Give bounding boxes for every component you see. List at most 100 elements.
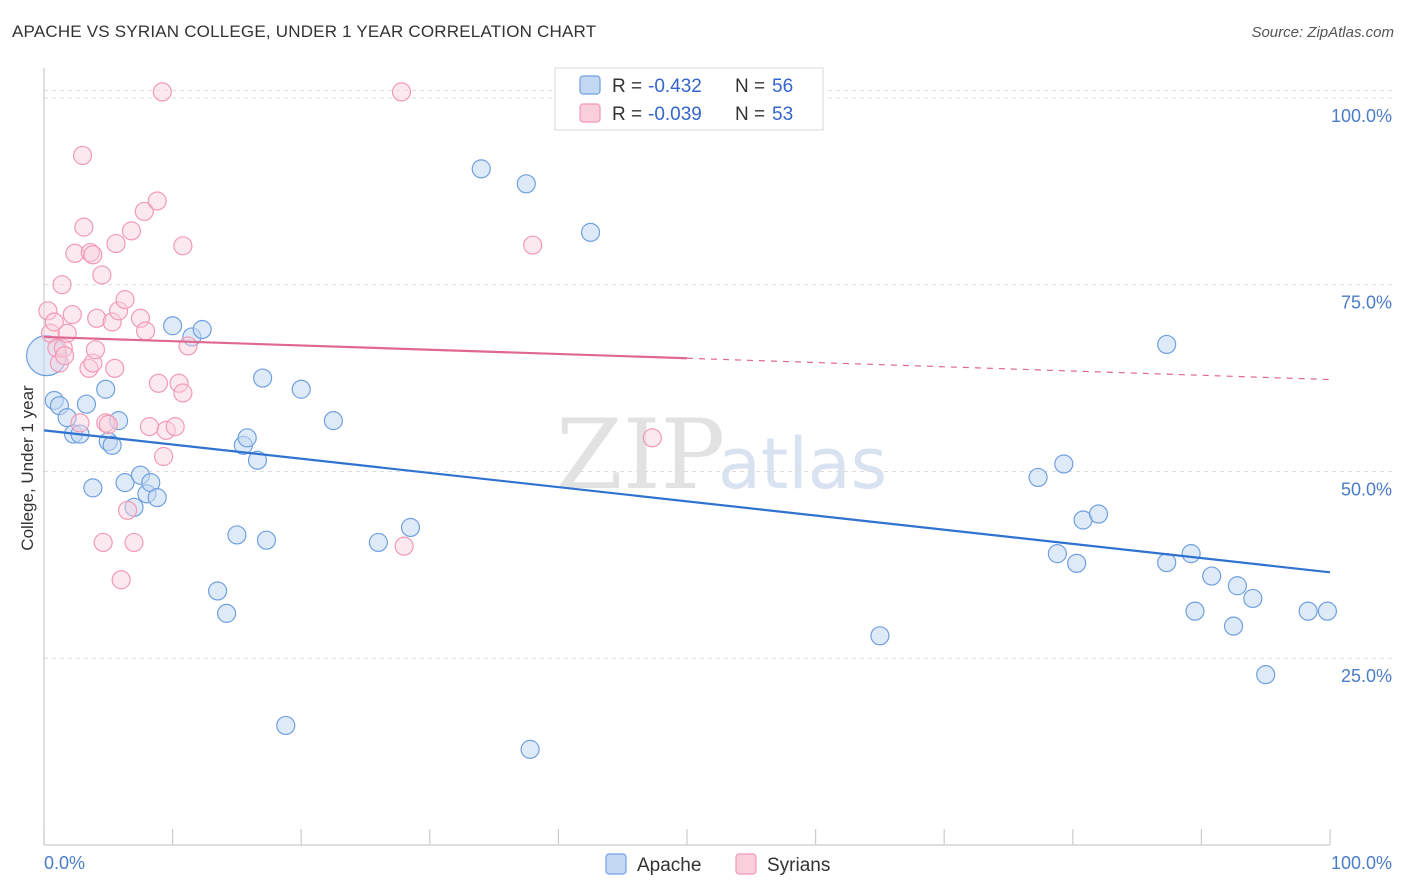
- data-point-syrians: [79, 358, 99, 378]
- data-point-apache: [1088, 504, 1109, 524]
- data-point-syrians: [115, 290, 135, 310]
- data-point-syrians: [148, 373, 169, 393]
- data-point-syrians: [93, 532, 113, 553]
- data-point-apache: [276, 715, 296, 736]
- data-point-syrians: [72, 145, 93, 166]
- data-point-syrians: [153, 446, 174, 467]
- data-point-syrians: [52, 275, 72, 295]
- data-point-apache: [1243, 588, 1263, 609]
- data-point-syrians: [169, 373, 189, 393]
- data-point-apache: [1223, 616, 1244, 636]
- legend-r-label: R =: [612, 76, 642, 97]
- legend-n-label: N =: [735, 104, 765, 125]
- data-point-syrians: [54, 346, 75, 366]
- data-point-syrians: [642, 428, 662, 448]
- data-point-apache: [208, 581, 228, 601]
- y-axis-label: College, Under 1 year: [18, 385, 37, 551]
- series-legend-swatch-syrians: [735, 853, 757, 875]
- data-point-syrians: [70, 413, 90, 433]
- data-point-syrians: [87, 308, 107, 328]
- data-point-apache: [1067, 553, 1087, 573]
- data-point-apache: [102, 435, 122, 455]
- data-point-apache: [323, 411, 343, 431]
- data-point-apache: [1047, 544, 1067, 564]
- data-point-syrians: [523, 235, 543, 255]
- data-point-syrians: [152, 82, 172, 102]
- data-point-apache: [471, 159, 491, 179]
- data-point-apache: [1317, 601, 1338, 621]
- data-point-apache: [1181, 544, 1201, 564]
- series-legend-label-syrians: Syrians: [767, 855, 830, 876]
- data-point-syrians: [173, 236, 193, 256]
- data-point-apache: [516, 174, 536, 194]
- y-tick-label: 50.0%: [1341, 479, 1392, 499]
- data-point-syrians: [391, 82, 412, 102]
- y-tick-label: 25.0%: [1341, 666, 1392, 686]
- legend-r-value-apache: -0.432: [648, 76, 702, 97]
- trend-line-extension-syrians: [686, 357, 1331, 381]
- data-point-apache: [1054, 454, 1074, 474]
- data-point-syrians: [44, 312, 64, 332]
- x-tick-label-max: 100.0%: [1331, 853, 1392, 873]
- data-point-syrians: [111, 570, 131, 590]
- data-point-apache: [96, 379, 116, 399]
- data-point-apache: [247, 450, 268, 470]
- data-point-apache: [76, 394, 97, 414]
- data-point-apache: [115, 473, 135, 493]
- data-point-syrians: [106, 233, 126, 254]
- data-point-apache: [192, 319, 212, 340]
- data-point-syrians: [130, 308, 151, 328]
- data-point-apache: [1227, 576, 1248, 596]
- legend-n-value-syrians: 53: [772, 104, 793, 125]
- data-point-syrians: [57, 323, 77, 343]
- data-point-apache: [57, 408, 77, 428]
- legend-n-label: N =: [735, 76, 765, 97]
- data-point-apache: [147, 487, 167, 508]
- data-point-apache: [1202, 566, 1222, 586]
- data-point-syrians: [139, 417, 160, 437]
- data-point-syrians: [74, 217, 94, 237]
- data-point-apache: [368, 532, 388, 553]
- data-point-syrians: [85, 340, 106, 360]
- data-point-apache: [1028, 467, 1048, 488]
- data-point-apache: [253, 368, 273, 388]
- data-point-syrians: [105, 358, 125, 378]
- data-point-apache: [580, 222, 601, 242]
- grid-lines: [44, 89, 1392, 659]
- trend-line-apache: [43, 429, 1331, 574]
- data-point-syrians: [117, 500, 138, 520]
- legend-swatch-apache: [579, 75, 601, 95]
- data-point-syrians: [102, 312, 122, 332]
- data-point-syrians: [53, 338, 73, 358]
- series-legend: Apache Syrians: [605, 853, 830, 876]
- data-point-syrians: [62, 304, 82, 325]
- data-point-apache: [870, 626, 890, 646]
- legend-r-label: R =: [612, 104, 642, 125]
- stats-legend: R = -0.432 N = 56 R = -0.039 N = 53: [554, 67, 824, 131]
- data-point-syrians: [394, 536, 414, 556]
- data-point-apache: [291, 379, 311, 399]
- data-point-apache: [400, 517, 421, 538]
- data-point-syrians: [83, 245, 103, 265]
- data-point-apache: [256, 530, 277, 550]
- data-point-syrians: [92, 265, 112, 285]
- x-axis-ticks: [43, 829, 1331, 845]
- data-point-syrians: [135, 321, 156, 341]
- y-axis-tick-labels: 25.0% 50.0% 75.0% 100.0%: [1331, 106, 1392, 686]
- data-point-syrians: [124, 532, 144, 553]
- legend-r-value-syrians: -0.039: [648, 104, 702, 125]
- data-points: [25, 82, 1338, 759]
- data-point-apache: [237, 428, 257, 448]
- data-point-apache: [1157, 552, 1177, 573]
- data-point-apache: [83, 478, 103, 498]
- data-point-syrians: [47, 338, 67, 358]
- data-point-apache: [520, 739, 540, 759]
- data-point-syrians: [98, 414, 118, 434]
- legend-swatch-syrians: [579, 103, 601, 123]
- y-tick-label: 100.0%: [1331, 106, 1392, 126]
- x-tick-label-min: 0.0%: [44, 853, 85, 873]
- data-point-apache: [1256, 665, 1276, 685]
- trend-line-syrians: [43, 335, 688, 360]
- source-credit: Source: ZipAtlas.com: [1251, 24, 1394, 41]
